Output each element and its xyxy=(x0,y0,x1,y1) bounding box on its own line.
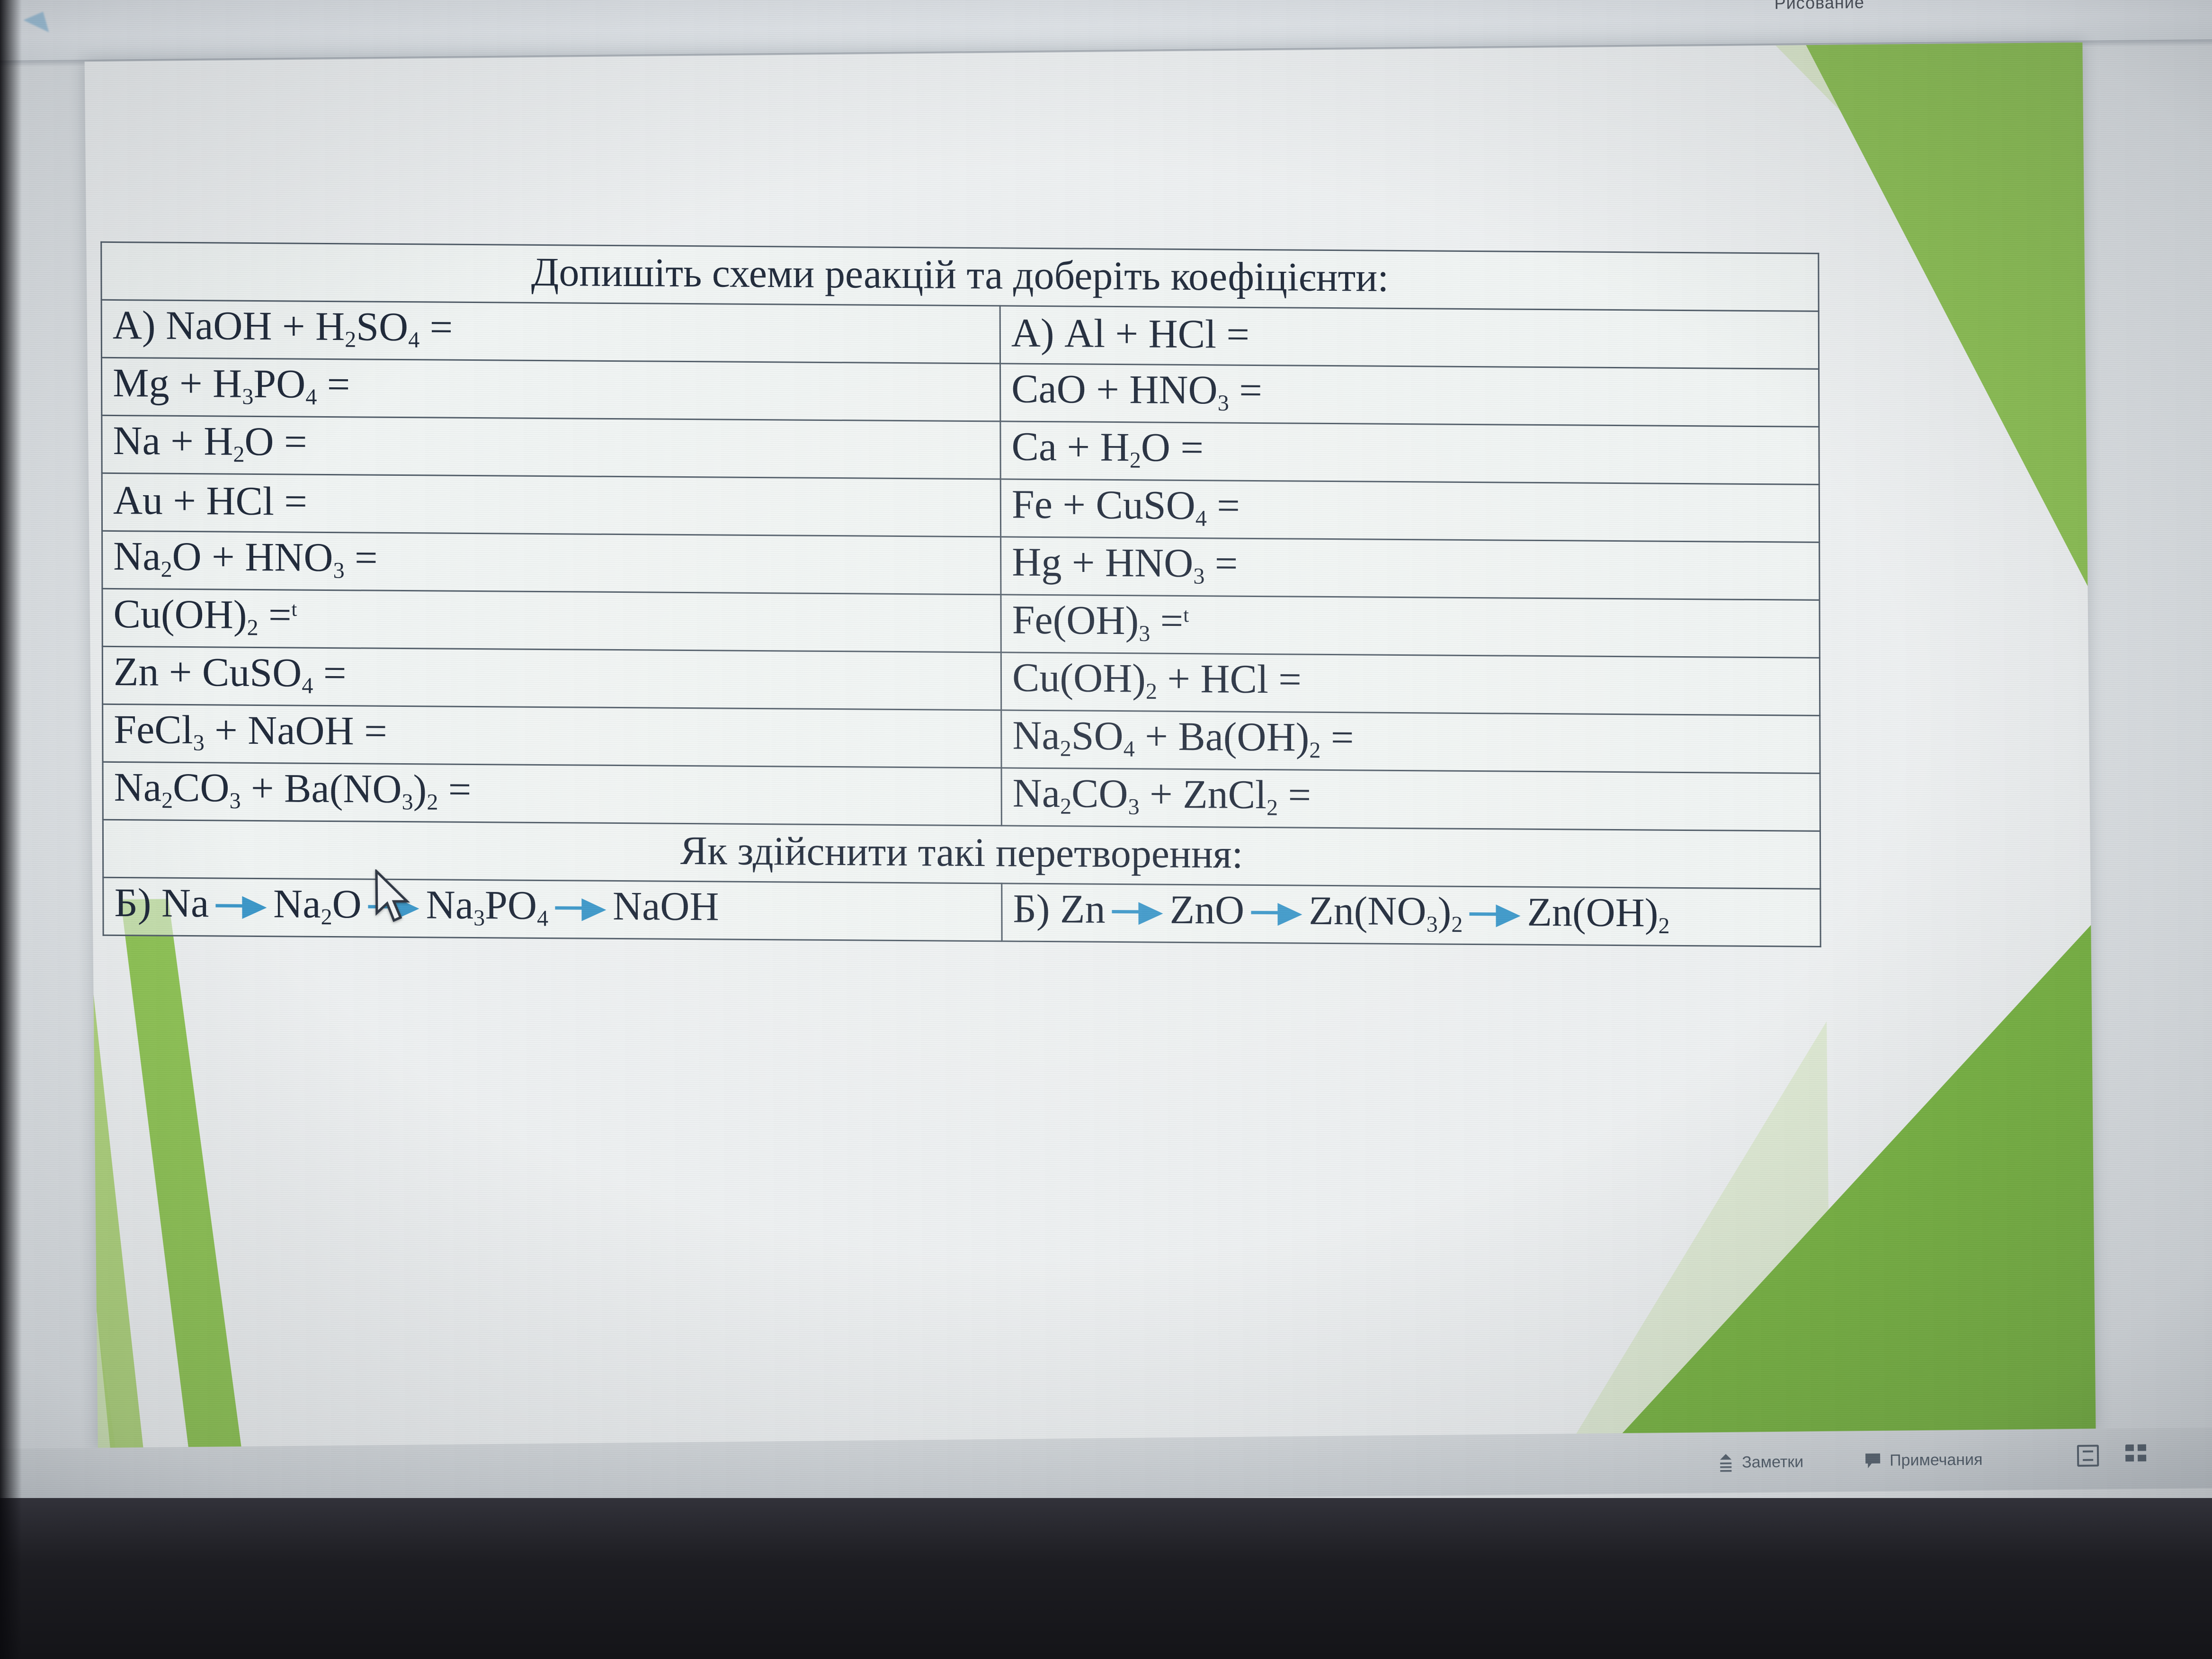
reaction-right-5[interactable]: Hg + HNO3 = xyxy=(1000,536,1820,600)
transformation-chain-left[interactable]: Б) Na Na2O Na3PO4 NaOH xyxy=(103,877,1002,941)
table-subtitle: Як здійснити такі перетворення: xyxy=(103,820,1820,889)
blue-arrow-artifact xyxy=(23,5,56,33)
reaction-left-7[interactable]: Zn + CuSO4 = xyxy=(102,646,1001,710)
table-row-chains: Б) Na Na2O Na3PO4 NaOH Б) Zn ZnO Zn(NO3)2 Zn(O… xyxy=(103,877,1821,947)
monitor-screen: Рисование Допишіть схеми реакцій та добе… xyxy=(0,0,2212,1572)
table-row-title: Допишіть схеми реакцій та доберіть коефі… xyxy=(101,242,1819,312)
table-row: Na + H2O = Ca + H2O = xyxy=(101,415,1820,485)
reaction-left-1[interactable]: А) NaOH + H2SO4 = xyxy=(101,300,1000,364)
notes-button[interactable]: Заметки xyxy=(1717,1452,1803,1472)
reaction-left-4[interactable]: Au + HCl = xyxy=(102,473,1001,537)
comment-icon xyxy=(1865,1453,1881,1468)
reaction-right-2[interactable]: CaO + HNO3 = xyxy=(1000,363,1819,427)
notes-icon xyxy=(1720,1454,1732,1472)
monitor-bezel xyxy=(0,1498,2212,1659)
monitor-bezel-left xyxy=(0,0,22,1659)
transformation-chain-right[interactable]: Б) Zn ZnO Zn(NO3)2 Zn(OH)2 xyxy=(1001,883,1821,947)
table-title: Допишіть схеми реакцій та доберіть коефі… xyxy=(101,242,1819,312)
table-container: Допишіть схеми реакцій та доберіть коефі… xyxy=(85,43,2096,1449)
reaction-left-2[interactable]: Mg + H3PO4 = xyxy=(101,357,1000,421)
reactions-table: Допишіть схеми реакцій та доберіть коефі… xyxy=(100,241,1821,947)
tab-drawing[interactable]: Рисование xyxy=(1774,0,1865,13)
slide-sorter-view-icon[interactable] xyxy=(2125,1444,2148,1466)
transformation-arrow-icon xyxy=(1251,904,1302,921)
reaction-right-8[interactable]: Na2SO4 + Ba(OH)2 = xyxy=(1001,710,1820,774)
reaction-left-3[interactable]: Na + H2O = xyxy=(101,415,1001,479)
reaction-left-8[interactable]: FeCl3 + NaOH = xyxy=(102,704,1002,768)
transformation-arrow-icon xyxy=(555,900,606,916)
reaction-right-1[interactable]: А) Al + HCl = xyxy=(1000,305,1819,369)
table-row-subtitle: Як здійснити такі перетворення: xyxy=(103,820,1820,889)
table-row: Cu(OH)2 =t Fe(OH)3 =t xyxy=(102,589,1820,658)
normal-view-icon[interactable] xyxy=(2077,1445,2099,1467)
comments-button[interactable]: Примечания xyxy=(1864,1451,1983,1470)
reaction-left-9[interactable]: Na2CO3 + Ba(NO3)2 = xyxy=(103,762,1002,826)
table-row: Na2CO3 + Ba(NO3)2 = Na2CO3 + ZnCl2 = xyxy=(103,762,1820,831)
status-bar: Заметки Примечания xyxy=(0,1427,2212,1510)
reaction-right-4[interactable]: Fe + CuSO4 = xyxy=(1000,479,1820,543)
reaction-left-6[interactable]: Cu(OH)2 =t xyxy=(102,589,1001,652)
comments-label: Примечания xyxy=(1889,1450,1983,1470)
reaction-right-6[interactable]: Fe(OH)3 =t xyxy=(1000,594,1820,658)
notes-label: Заметки xyxy=(1741,1452,1804,1472)
table-row: Au + HCl = Fe + CuSO4 = xyxy=(102,473,1820,543)
table-row: А) NaOH + H2SO4 = А) Al + HCl = xyxy=(101,300,1819,369)
reaction-right-3[interactable]: Ca + H2O = xyxy=(1000,421,1820,485)
reaction-right-7[interactable]: Cu(OH)2 + HCl = xyxy=(1001,652,1820,716)
table-row: Zn + CuSO4 = Cu(OH)2 + HCl = xyxy=(102,646,1820,716)
slide-canvas[interactable]: Допишіть схеми реакцій та доберіть коефі… xyxy=(84,42,2096,1449)
reaction-right-9[interactable]: Na2CO3 + ZnCl2 = xyxy=(1001,767,1820,831)
mouse-pointer-icon xyxy=(375,869,410,922)
table-row: Na2O + HNO3 = Hg + HNO3 = xyxy=(102,531,1820,600)
reaction-left-5[interactable]: Na2O + HNO3 = xyxy=(102,531,1001,595)
table-row: FeCl3 + NaOH = Na2SO4 + Ba(OH)2 = xyxy=(102,704,1820,774)
table-row: Mg + H3PO4 = CaO + HNO3 = xyxy=(101,357,1819,427)
transformation-arrow-icon xyxy=(1469,906,1520,922)
transformation-arrow-icon xyxy=(215,897,267,914)
transformation-arrow-icon xyxy=(1112,903,1163,920)
view-switcher[interactable] xyxy=(2077,1444,2148,1467)
